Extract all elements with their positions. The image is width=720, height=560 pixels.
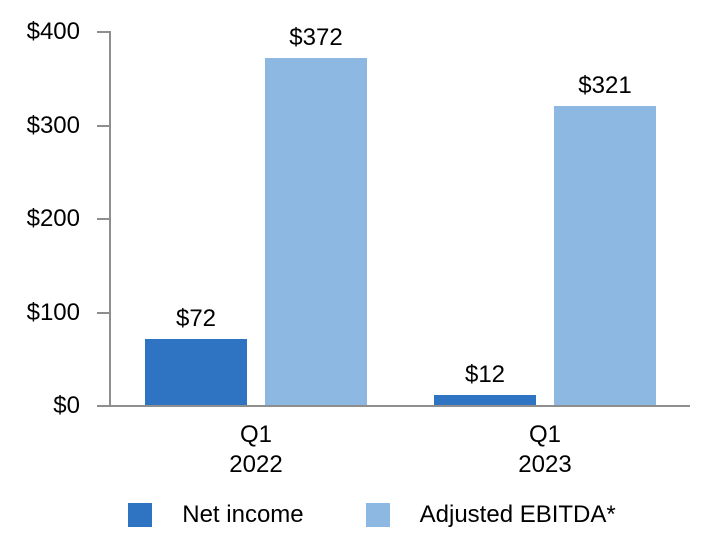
bar-value-label: $372 (289, 24, 343, 51)
y-tick-mark (97, 218, 109, 220)
x-axis-baseline (97, 405, 690, 407)
bar-adjusted-ebitda (554, 106, 656, 406)
y-tick-label: $200 (26, 205, 80, 232)
bar-value-label: $72 (175, 305, 217, 332)
y-axis-line (109, 31, 111, 406)
y-tick-mark (97, 31, 109, 33)
legend-label: Adjusted EBITDA* (419, 501, 616, 528)
bar-value-label: $321 (578, 72, 632, 99)
y-tick-mark (97, 312, 109, 314)
legend-swatch-adjusted-ebitda (365, 503, 390, 527)
legend-item-net-income: Net income (128, 500, 304, 530)
y-tick-mark (97, 125, 109, 127)
y-tick-label: $100 (26, 299, 80, 326)
bar-net-income (434, 395, 536, 406)
legend-item-adjusted-ebitda: Adjusted EBITDA* (365, 500, 616, 530)
y-tick-label: $400 (26, 18, 80, 45)
y-tick-label: $0 (53, 392, 80, 419)
legend-label: Net income (182, 501, 304, 528)
legend-swatch-net-income (128, 503, 153, 527)
x-category-label: Q1 2023 (518, 421, 572, 478)
chart-legend: Net income Adjusted EBITDA* (0, 500, 720, 530)
bar-adjusted-ebitda (265, 58, 367, 406)
x-category-label: Q1 2022 (229, 421, 283, 478)
y-tick-label: $300 (26, 112, 80, 139)
bar-value-label: $12 (464, 361, 506, 388)
bar-net-income (145, 339, 247, 406)
